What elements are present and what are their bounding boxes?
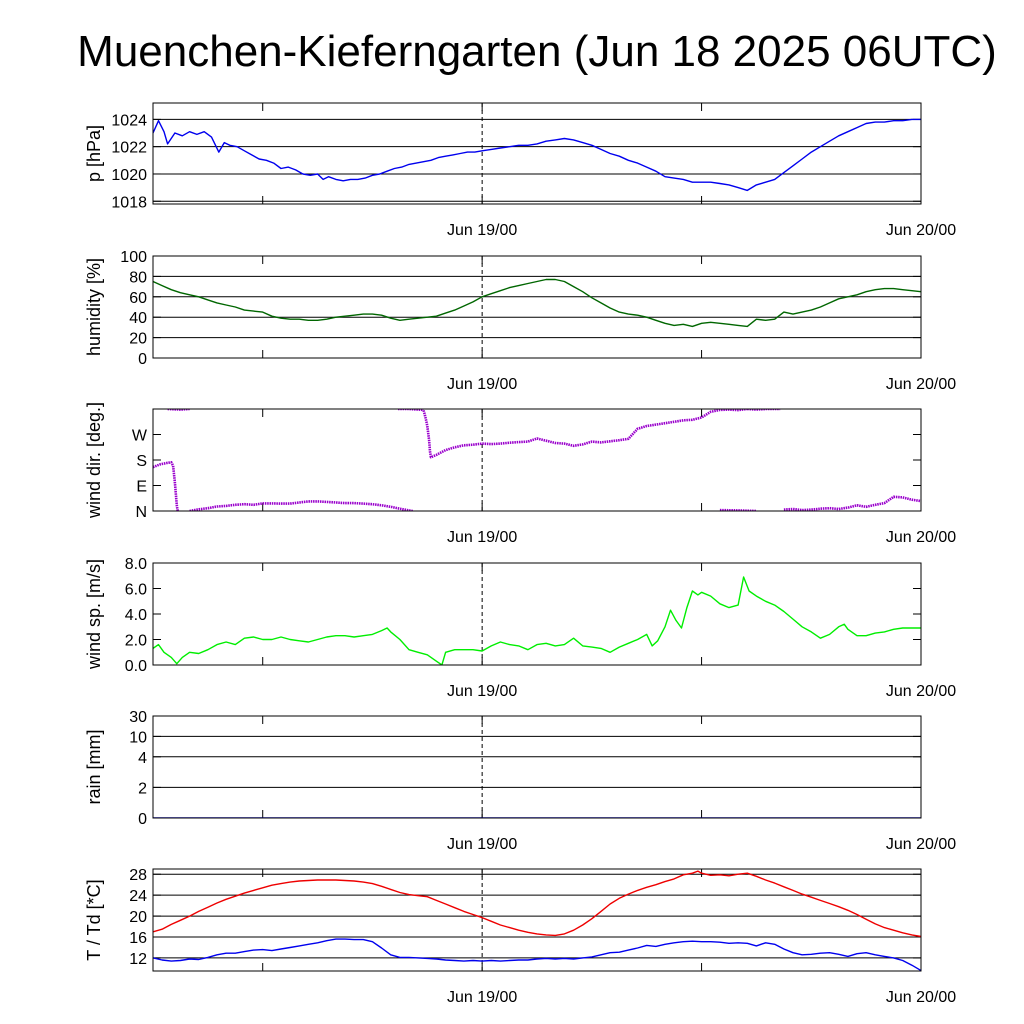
panel-frame (152, 255, 922, 359)
series-line-temperature-1 (153, 938, 921, 971)
panel-temperature: 12 16 20 24 28 Jun 19/00 Jun 20/00 T / Td [*C] (84, 867, 956, 1006)
y-tick-label: 40 (129, 310, 147, 327)
y-tick-label: 1022 (111, 140, 147, 157)
y-tick-label: 24 (129, 888, 147, 905)
y-tick-label: 16 (129, 930, 147, 947)
y-tick-label: N (135, 504, 147, 521)
x-tick-label: Jun 20/00 (886, 222, 956, 239)
x-tick-label: Jun 20/00 (886, 683, 956, 700)
x-tick-label: Jun 19/00 (447, 683, 517, 700)
y-tick-label: 4.0 (125, 607, 147, 624)
y-tick-label: 0 (138, 811, 147, 828)
y-tick-label: E (136, 479, 147, 496)
x-tick-label: Jun 19/00 (447, 989, 517, 1006)
y-axis-label: humidity [%] (84, 258, 104, 356)
panel-wind_speed: 0.0 2.0 4.0 6.0 8.0 Jun 19/00 Jun 20/00 wind sp… (84, 556, 956, 700)
y-tick-label: W (132, 428, 148, 445)
y-tick-label: 1024 (111, 112, 147, 129)
x-tick-label: Jun 20/00 (886, 529, 956, 546)
series-line-wind_speed-0 (153, 576, 921, 665)
panel-frame (152, 715, 922, 819)
panel-pressure: 1018 1020 1022 1024 Jun 19/00 Jun 20/00 p [hPa… (84, 102, 956, 239)
y-tick-label: 12 (129, 951, 147, 968)
y-tick-label: 2.0 (125, 633, 147, 650)
panel-frame (152, 868, 922, 972)
panel-frame (152, 102, 922, 205)
panel-frame (152, 562, 922, 666)
series-line-wind_direction-0 (422, 409, 748, 459)
series-line-humidity-0 (153, 278, 921, 328)
y-tick-label: 10 (129, 729, 147, 746)
y-tick-label: 8.0 (125, 556, 147, 573)
x-tick-label: Jun 19/00 (447, 529, 517, 546)
y-tick-label: 20 (129, 909, 147, 926)
y-axis-label: wind sp. [m/s] (84, 559, 104, 670)
y-tick-label: 2 (138, 780, 147, 797)
y-tick-label: 28 (129, 867, 147, 884)
y-tick-label: 100 (120, 249, 147, 266)
panel-rain: 0 2 4 10 30 Jun 19/00 Jun 20/00 rain [mm] (84, 709, 956, 853)
x-tick-label: Jun 19/00 (447, 836, 517, 853)
y-tick-label: 1018 (111, 194, 147, 211)
y-axis-label: rain [mm] (84, 729, 104, 804)
y-tick-label: 6.0 (125, 582, 147, 599)
y-tick-label: 0.0 (125, 658, 147, 675)
y-axis-label: T / Td [*C] (84, 879, 104, 960)
x-tick-label: Jun 19/00 (447, 376, 517, 393)
series-line-wind_direction-0 (783, 495, 921, 511)
y-tick-label: 0 (138, 351, 147, 368)
y-axis-label: wind dir. [deg.] (84, 402, 104, 519)
panel-frame (152, 408, 922, 512)
y-tick-label: 30 (129, 709, 147, 726)
x-tick-label: Jun 20/00 (886, 376, 956, 393)
y-tick-label: 1020 (111, 167, 147, 184)
y-tick-label: 4 (138, 750, 147, 767)
series-line-pressure-0 (153, 118, 921, 192)
y-tick-label: 20 (129, 331, 147, 348)
series-line-wind_direction-0 (189, 500, 413, 511)
x-tick-label: Jun 20/00 (886, 836, 956, 853)
y-axis-label: p [hPa] (84, 125, 104, 182)
series-line-temperature-0 (153, 870, 921, 938)
chart-title: Muenchen-Kieferngarten (Jun 18 2025 06UT… (77, 27, 997, 76)
y-tick-label: S (136, 453, 147, 470)
y-tick-label: 80 (129, 269, 147, 286)
y-tick-label: 60 (129, 290, 147, 307)
series-line-wind_direction-0 (153, 461, 179, 511)
x-tick-label: Jun 19/00 (447, 222, 517, 239)
x-tick-label: Jun 20/00 (886, 989, 956, 1006)
panel-humidity: 0 20 40 60 80 100 Jun 19/00 Jun 20/00 humidity [… (84, 249, 956, 393)
